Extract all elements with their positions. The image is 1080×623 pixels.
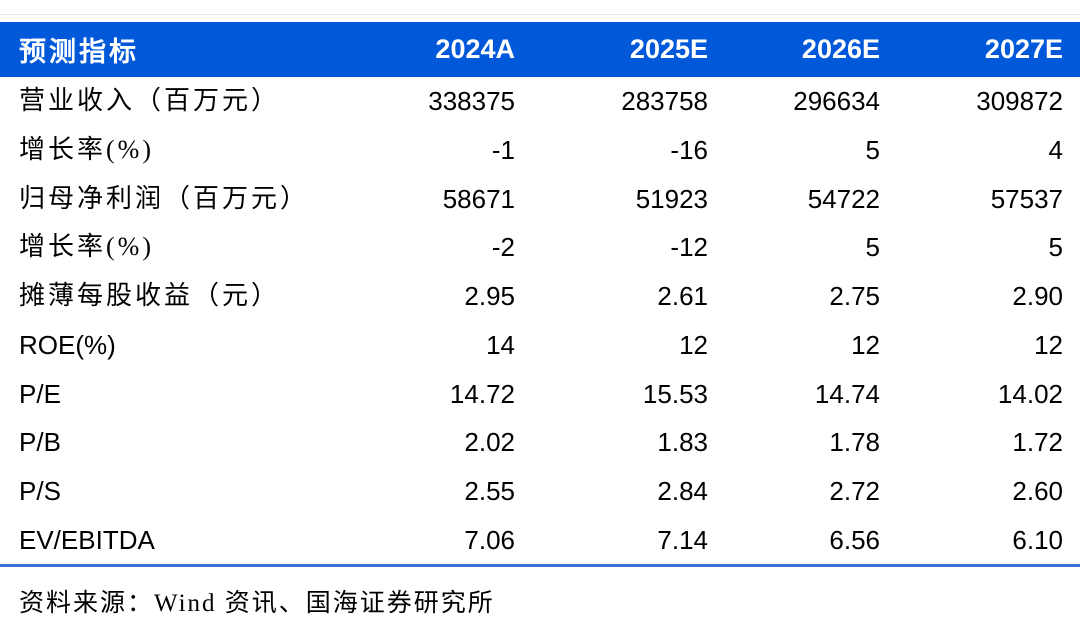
cell-value: 57537 [990,183,1063,214]
cell-value: 6.10 [1012,524,1063,555]
cell-value: 12 [679,329,708,360]
cell-value: 14.72 [449,378,515,409]
column-header-2027e: 2027E [984,34,1063,64]
cell-value: 2.90 [1012,281,1063,312]
cell-value: 2.55 [464,475,515,506]
cell-value: 51923 [635,183,708,214]
row-label: 摊薄每股收益（元） [19,281,281,311]
row-label: 增长率(%) [19,232,154,262]
source-note: 资料来源：Wind 资讯、国海证券研究所 [19,590,495,617]
cell-value: 2.75 [829,281,880,312]
cell-value: 2.84 [657,475,708,506]
row-label: 营业收入（百万元） [19,86,281,116]
table-row-roe: ROE(%) 14 12 12 12 [0,321,1080,370]
table-row-ev-ebitda: EV/EBITDA 7.06 7.14 6.56 6.10 [0,515,1080,564]
table-body: 营业收入（百万元） 338375 283758 296634 309872 增长… [0,77,1080,564]
table-row-pe: P/E 14.72 15.53 14.74 14.02 [0,369,1080,418]
row-label: P/S [19,475,61,506]
column-header-2025e: 2025E [629,34,708,64]
cell-value: 54722 [807,183,880,214]
cell-value: 2.95 [464,281,515,312]
top-hairline-divider [0,14,1080,15]
table-row-ps: P/S 2.55 2.84 2.72 2.60 [0,467,1080,516]
column-header-metric: 预测指标 [19,37,139,67]
cell-value: 12 [851,329,880,360]
cell-value: 14.74 [814,378,880,409]
row-label: 增长率(%) [19,135,154,165]
cell-value: 309872 [976,86,1063,117]
row-label: P/B [19,427,61,458]
cell-value: 2.61 [657,281,708,312]
cell-value: 2.72 [829,475,880,506]
cell-value: 5 [1048,232,1063,263]
cell-value: 1.72 [1012,427,1063,458]
table-row-diluted-eps: 摊薄每股收益（元） 2.95 2.61 2.75 2.90 [0,272,1080,321]
cell-value: -2 [491,232,515,263]
cell-value: 5 [865,135,880,166]
row-label: ROE(%) [19,329,116,360]
cell-value: 1.78 [829,427,880,458]
cell-value: 7.06 [464,524,515,555]
row-label: P/E [19,378,61,409]
table-row-pb: P/B 2.02 1.83 1.78 1.72 [0,418,1080,467]
table-row-revenue-growth: 增长率(%) -1 -16 5 4 [0,126,1080,175]
table-row-net-profit: 归母净利润（百万元） 58671 51923 54722 57537 [0,174,1080,223]
cell-value: 283758 [621,86,708,117]
cell-value: 4 [1048,135,1063,166]
cell-value: 14.02 [997,378,1063,409]
cell-value: 6.56 [829,524,880,555]
cell-value: 2.60 [1012,475,1063,506]
cell-value: 5 [865,232,880,263]
table-bottom-divider [0,564,1080,567]
cell-value: 15.53 [642,378,708,409]
row-label: EV/EBITDA [19,524,155,555]
cell-value: 338375 [428,86,515,117]
table-row-profit-growth: 增长率(%) -2 -12 5 5 [0,223,1080,272]
cell-value: 14 [486,329,515,360]
cell-value: 7.14 [657,524,708,555]
cell-value: -12 [670,232,708,263]
row-label: 归母净利润（百万元） [19,183,310,213]
cell-value: 12 [1034,329,1063,360]
cell-value: 1.83 [657,427,708,458]
column-header-2026e: 2026E [801,34,880,64]
table-row-revenue: 营业收入（百万元） 338375 283758 296634 309872 [0,77,1080,126]
column-header-2024a: 2024A [435,34,515,64]
cell-value: 58671 [442,183,515,214]
cell-value: -1 [491,135,515,166]
table-header-row: 预测指标 2024A 2025E 2026E 2027E [0,22,1080,77]
cell-value: 296634 [793,86,880,117]
cell-value: -16 [670,135,708,166]
cell-value: 2.02 [464,427,515,458]
